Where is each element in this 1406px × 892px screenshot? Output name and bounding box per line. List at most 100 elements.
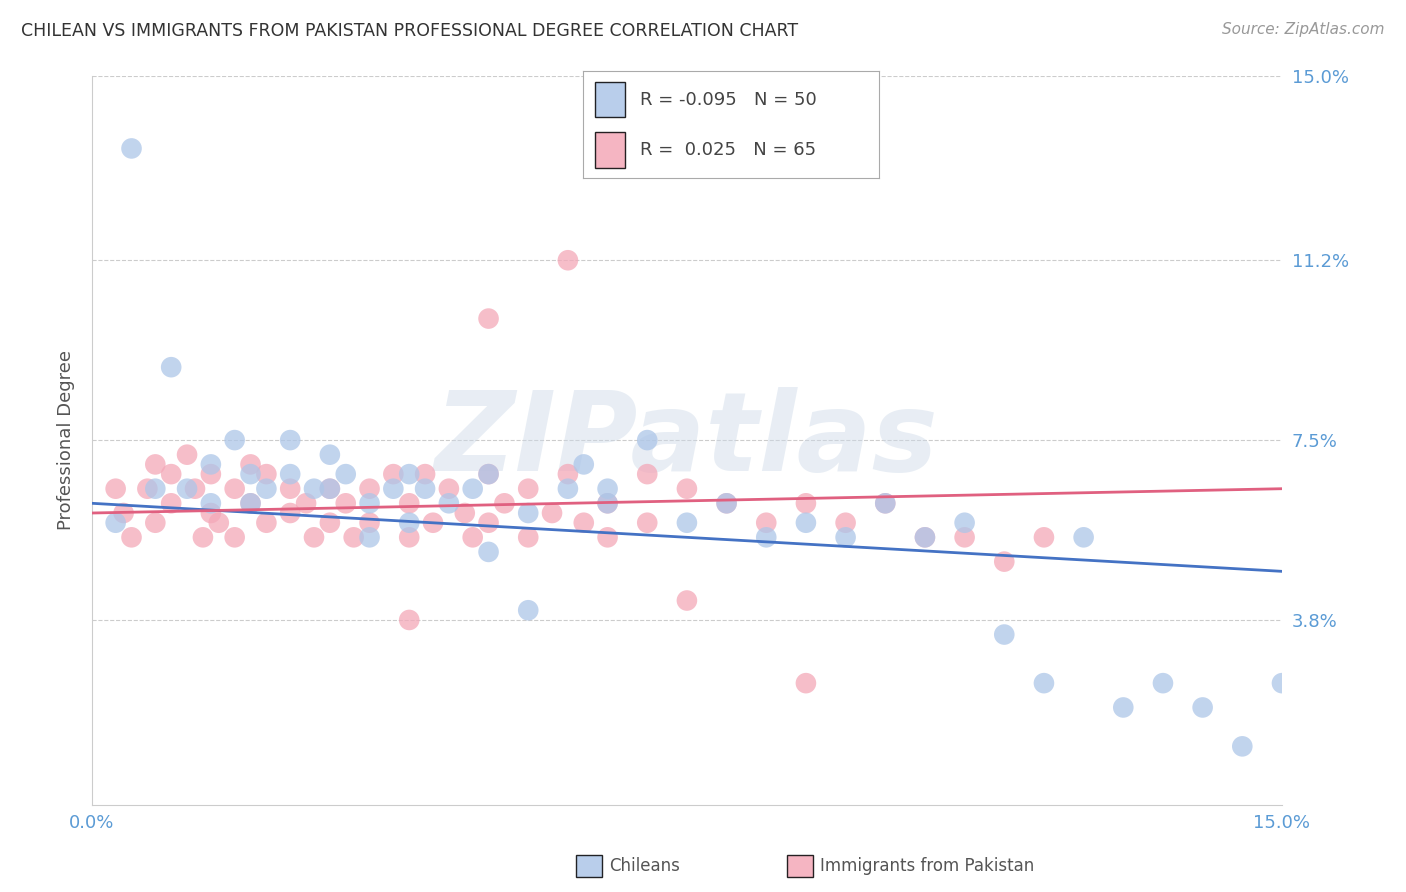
Point [875,496,897,510]
Point [636,516,658,530]
Point [477,516,499,530]
Point [794,496,817,510]
Point [914,530,936,544]
Point [176,482,198,496]
Point [1271,676,1294,690]
Point [160,496,183,510]
Point [359,530,381,544]
Point [319,516,342,530]
Point [636,433,658,447]
Point [143,458,166,472]
Point [557,482,579,496]
Point [343,530,366,544]
Point [477,467,499,482]
Point [160,467,183,482]
Point [454,506,477,520]
Point [143,482,166,496]
FancyBboxPatch shape [595,132,624,168]
Point [755,516,778,530]
Point [208,516,231,530]
Point [104,482,127,496]
Point [121,141,143,155]
Point [191,530,214,544]
Point [398,467,420,482]
Point [143,516,166,530]
Point [914,530,936,544]
Point [1112,700,1135,714]
Point [993,627,1015,641]
Point [398,530,420,544]
Text: Immigrants from Pakistan: Immigrants from Pakistan [820,857,1033,875]
Point [953,516,976,530]
Point [461,482,484,496]
Point [517,482,540,496]
Point [437,496,460,510]
Point [755,530,778,544]
Point [557,467,579,482]
Text: R = -0.095   N = 50: R = -0.095 N = 50 [640,91,817,109]
Point [319,482,342,496]
Point [1073,530,1095,544]
Point [224,482,246,496]
Point [517,506,540,520]
Point [596,530,619,544]
Point [477,545,499,559]
Point [572,516,595,530]
Point [359,516,381,530]
Point [278,506,301,520]
Point [136,482,159,496]
Point [794,516,817,530]
Point [382,482,405,496]
Text: Chileans: Chileans [609,857,679,875]
Point [1032,530,1054,544]
Point [716,496,738,510]
Point [596,496,619,510]
Point [112,506,135,520]
Point [121,530,143,544]
Point [413,467,436,482]
Point [636,467,658,482]
Point [319,482,342,496]
Point [993,555,1015,569]
Point [335,467,357,482]
Point [557,253,579,268]
Point [295,496,318,510]
Point [398,516,420,530]
Point [541,506,564,520]
Point [413,482,436,496]
Point [437,482,460,496]
Point [224,433,246,447]
FancyBboxPatch shape [595,82,624,118]
Point [1191,700,1213,714]
Point [224,530,246,544]
Point [278,433,301,447]
Point [382,467,405,482]
Point [953,530,976,544]
Text: Source: ZipAtlas.com: Source: ZipAtlas.com [1222,22,1385,37]
Point [834,530,856,544]
Point [319,448,342,462]
Point [794,676,817,690]
Point [254,516,277,530]
Point [1152,676,1174,690]
Point [200,506,222,520]
Point [477,311,499,326]
Point [1232,739,1254,754]
Point [875,496,897,510]
Point [184,482,207,496]
Point [200,458,222,472]
Point [461,530,484,544]
Point [834,516,856,530]
Point [517,603,540,617]
Point [398,496,420,510]
Point [596,496,619,510]
Point [716,496,738,510]
Point [176,448,198,462]
Point [239,496,262,510]
Point [200,496,222,510]
Point [200,467,222,482]
Point [302,482,325,496]
Point [239,496,262,510]
Text: ZIPatlas: ZIPatlas [434,386,939,493]
Point [676,482,699,496]
